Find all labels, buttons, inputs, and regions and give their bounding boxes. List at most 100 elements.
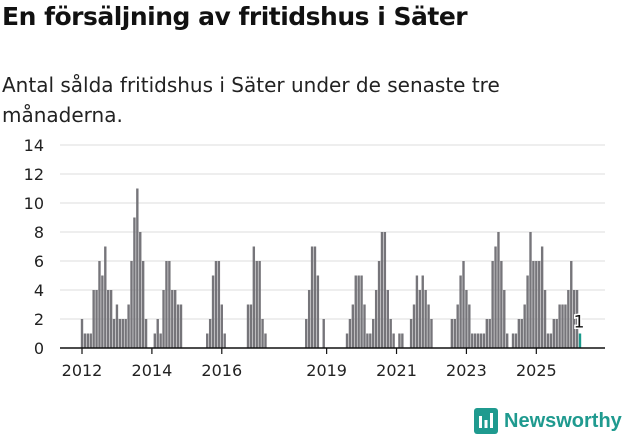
- bar: [561, 304, 564, 348]
- bar: [211, 275, 215, 348]
- bar: [305, 319, 308, 348]
- bar: [369, 333, 372, 348]
- bar: [558, 304, 561, 348]
- bar: [479, 333, 483, 348]
- bar-latest: [578, 333, 582, 348]
- bar: [261, 319, 264, 348]
- bar: [409, 319, 413, 348]
- bar: [383, 232, 387, 348]
- bar: [514, 333, 518, 348]
- bar: [415, 275, 419, 348]
- bar: [412, 304, 416, 348]
- bar: [162, 290, 165, 348]
- bar: [575, 290, 579, 348]
- bar: [564, 304, 567, 348]
- annotations: 1: [572, 311, 586, 334]
- x-tick-label: 2025: [516, 361, 557, 380]
- bar: [173, 290, 177, 348]
- y-tick-label: 12: [24, 165, 44, 184]
- bar: [109, 290, 113, 348]
- bar: [494, 246, 497, 348]
- y-tick-label: 2: [34, 310, 44, 329]
- bar: [124, 319, 127, 348]
- bar: [220, 304, 223, 348]
- bar: [89, 333, 92, 348]
- bar: [459, 275, 462, 348]
- x-tick-label: 2016: [201, 361, 242, 380]
- bar: [570, 261, 573, 348]
- bar: [450, 319, 454, 348]
- bar: [372, 319, 375, 348]
- x-tick-label: 2012: [62, 361, 103, 380]
- bar: [153, 333, 157, 348]
- bar: [246, 304, 250, 348]
- newsworthy-logo-icon: [474, 408, 498, 434]
- bars: [80, 188, 582, 348]
- bar: [348, 319, 352, 348]
- bar: [497, 232, 500, 348]
- bar: [92, 290, 95, 348]
- x-tick-label: 2019: [306, 361, 347, 380]
- chart-title: En försäljning av fritidshus i Säter: [2, 2, 468, 31]
- bar: [98, 261, 101, 348]
- bar: [208, 319, 212, 348]
- bar: [360, 275, 363, 348]
- bar: [520, 319, 523, 348]
- y-tick-label: 8: [34, 223, 44, 242]
- bar: [127, 304, 130, 348]
- bar: [418, 290, 422, 348]
- bar: [165, 261, 168, 348]
- bar: [529, 232, 532, 348]
- bar: [258, 261, 261, 348]
- bar: [485, 319, 489, 348]
- bar: [546, 333, 550, 348]
- bar: [503, 290, 506, 348]
- bar: [543, 290, 547, 348]
- bar: [206, 333, 209, 348]
- bar: [468, 304, 471, 348]
- bar: [424, 290, 427, 348]
- bar: [535, 261, 538, 348]
- bar: [482, 333, 486, 348]
- bar: [555, 319, 558, 348]
- chart-subtitle: Antal sålda fritidshus i Säter under de …: [2, 73, 500, 127]
- bar: [505, 333, 509, 348]
- bar: [523, 304, 526, 348]
- bar: [322, 319, 325, 348]
- bar: [517, 319, 521, 348]
- bar: [549, 333, 553, 348]
- y-tick-label: 0: [34, 339, 44, 358]
- bar: [366, 333, 369, 348]
- bar: [476, 333, 480, 348]
- bar: [95, 290, 98, 348]
- bar: [255, 261, 258, 348]
- bar-chart: 0 2 4 6 8 10 12 14 2012 2014 2016 2019 2021 2023 2025…: [24, 136, 605, 380]
- bar: [488, 319, 491, 348]
- bar: [252, 246, 256, 348]
- bar: [374, 290, 378, 348]
- y-tick-label: 10: [24, 194, 44, 213]
- x-tick-label: 2014: [132, 361, 173, 380]
- bar: [214, 261, 218, 348]
- bar: [156, 319, 159, 348]
- bar: [159, 333, 162, 348]
- bar: [351, 304, 355, 348]
- bar: [104, 246, 107, 348]
- bar: [491, 261, 494, 348]
- bar: [223, 333, 226, 348]
- bar: [401, 333, 404, 348]
- bar: [118, 319, 122, 348]
- x-tick-label: 2021: [376, 361, 417, 380]
- bar: [421, 275, 424, 348]
- bar: [345, 333, 349, 348]
- bar: [179, 304, 183, 348]
- bar: [130, 261, 133, 348]
- y-axis-ticks: 0 2 4 6 8 10 12 14: [24, 136, 44, 358]
- bar: [526, 275, 529, 348]
- bar: [357, 275, 360, 348]
- bar: [427, 304, 430, 348]
- bar: [377, 261, 381, 348]
- bar: [389, 319, 392, 348]
- bar: [107, 290, 110, 348]
- bar: [115, 304, 119, 348]
